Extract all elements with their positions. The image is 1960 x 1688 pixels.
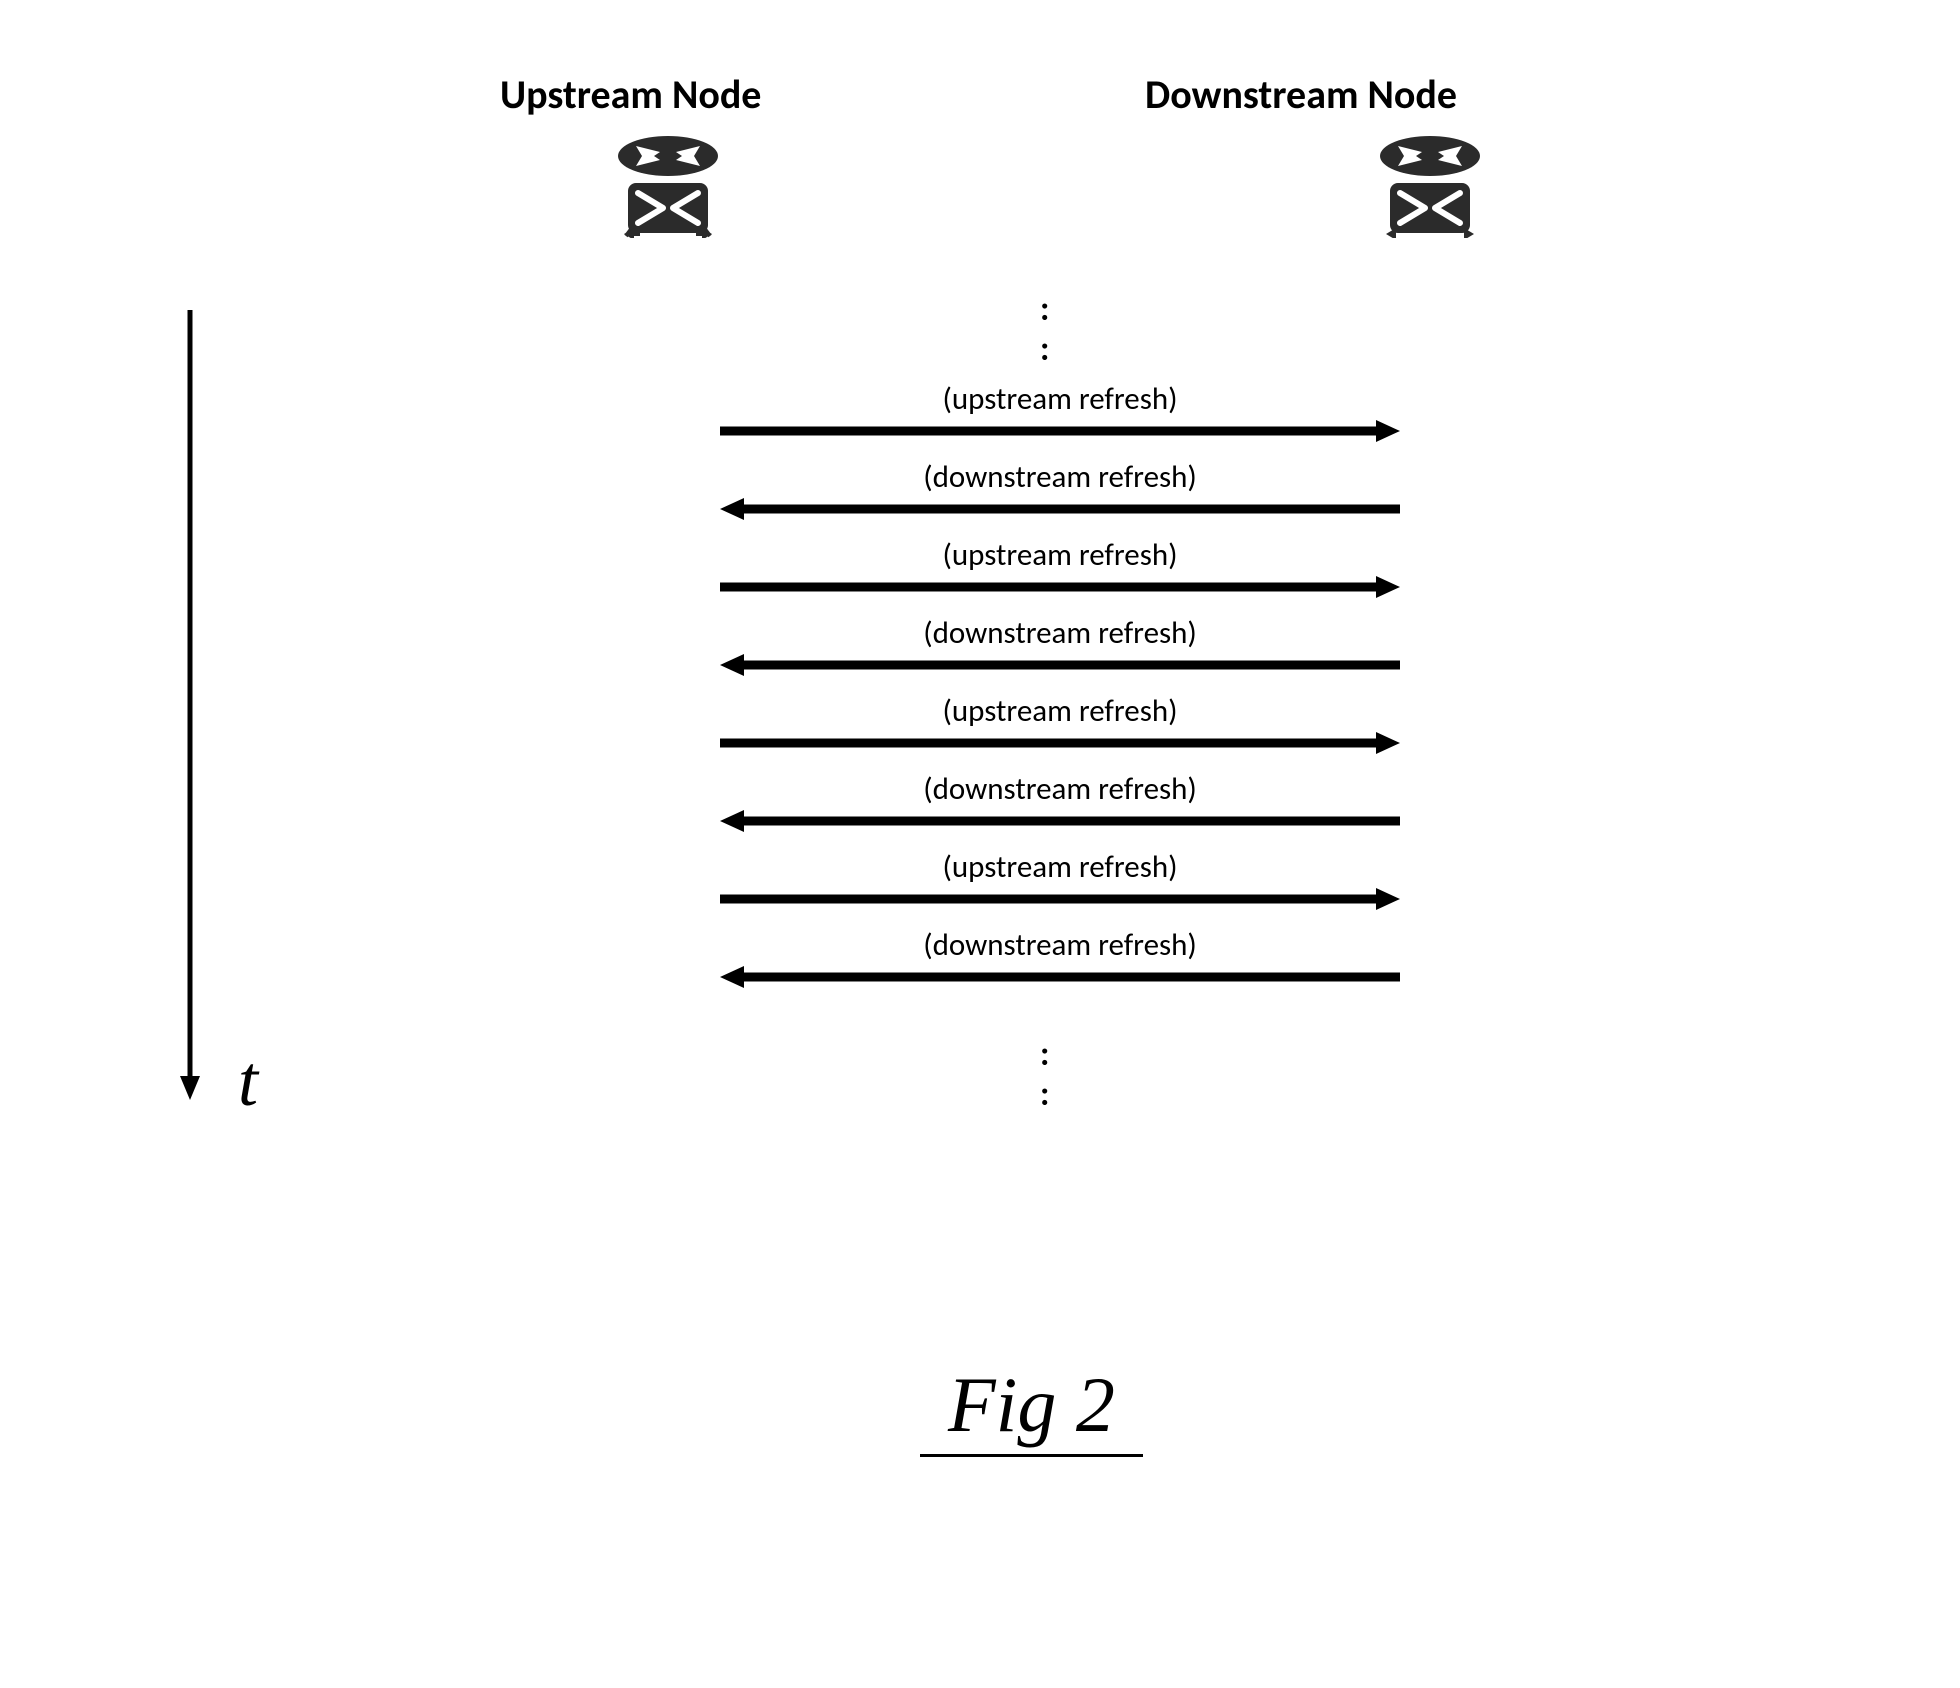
message-label: (upstream refresh) xyxy=(720,380,1400,418)
arrow-right-icon xyxy=(720,886,1400,912)
arrow-right-icon xyxy=(720,730,1400,756)
figure-caption: Fig 2 xyxy=(920,1360,1143,1457)
message-row: (downstream refresh) xyxy=(720,926,1400,990)
message-label: (upstream refresh) xyxy=(720,692,1400,730)
message-label: (downstream refresh) xyxy=(720,458,1400,496)
message-label: (upstream refresh) xyxy=(720,848,1400,886)
arrow-left-icon xyxy=(720,652,1400,678)
ellipsis-top: : xyxy=(1040,330,1049,371)
diagram-canvas: Upstream Node Downstream Node xyxy=(0,0,1960,1688)
message-row: (downstream refresh) xyxy=(720,614,1400,678)
message-row: (upstream refresh) xyxy=(720,848,1400,912)
message-label: (downstream refresh) xyxy=(720,770,1400,808)
time-axis-label: t xyxy=(238,1040,258,1123)
message-label: (downstream refresh) xyxy=(720,926,1400,964)
ellipsis-bottom: : xyxy=(1040,1035,1049,1076)
router-icon xyxy=(1370,128,1490,238)
time-axis-arrow xyxy=(170,300,230,1110)
message-label: (downstream refresh) xyxy=(720,614,1400,652)
message-label: (upstream refresh) xyxy=(720,536,1400,574)
router-icon xyxy=(608,128,728,238)
message-row: (upstream refresh) xyxy=(720,380,1400,444)
message-row: (downstream refresh) xyxy=(720,458,1400,522)
arrow-left-icon xyxy=(720,808,1400,834)
message-row: (downstream refresh) xyxy=(720,770,1400,834)
message-row: (upstream refresh) xyxy=(720,692,1400,756)
arrow-right-icon xyxy=(720,418,1400,444)
ellipsis-bottom: : xyxy=(1040,1075,1049,1116)
arrow-left-icon xyxy=(720,496,1400,522)
downstream-title: Downstream Node xyxy=(1145,70,1457,119)
message-row: (upstream refresh) xyxy=(720,536,1400,600)
upstream-title: Upstream Node xyxy=(500,70,761,119)
arrow-right-icon xyxy=(720,574,1400,600)
ellipsis-top: : xyxy=(1040,290,1049,331)
arrow-left-icon xyxy=(720,964,1400,990)
